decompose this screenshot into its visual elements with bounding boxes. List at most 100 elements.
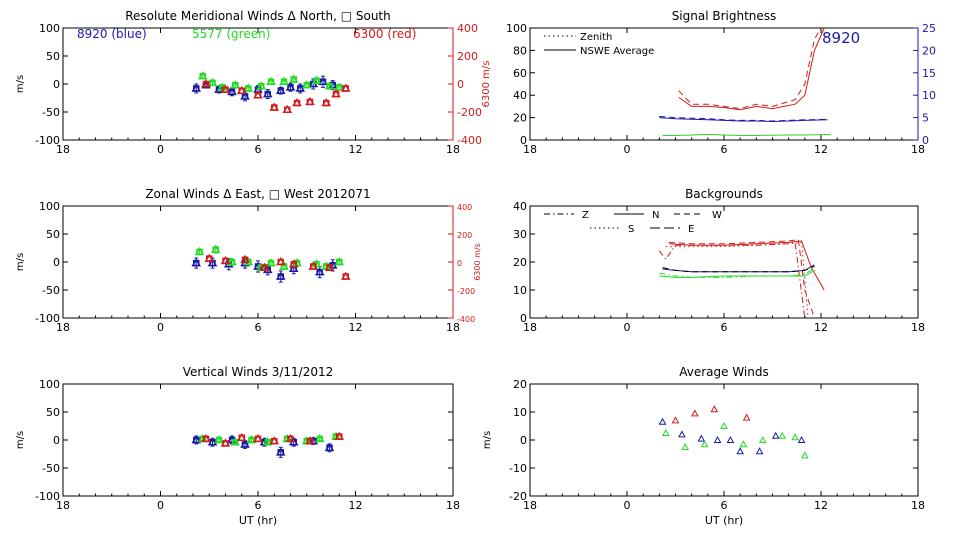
y-tick-label: 0 [520, 434, 527, 447]
zonal-title: Zonal Winds Δ East, □ West 2012071 [145, 187, 370, 201]
data-point-square [202, 80, 210, 88]
data-point [758, 435, 767, 443]
x-tick-label: 18 [523, 321, 537, 334]
zonal-panel: 18 0 6 12 18-100-50050100-400-20002004006300… [15, 187, 482, 334]
data-point-square [342, 85, 349, 92]
backgrounds-series-line [668, 239, 815, 319]
y-tick-label: 20 [513, 256, 527, 269]
x-tick-label: 0 [624, 321, 631, 334]
data-point-square [209, 79, 216, 87]
x-tick-label: 18 [56, 321, 70, 334]
x-tick-label: 18 [911, 321, 925, 334]
data-point-square [297, 85, 304, 92]
data-point-square [287, 84, 294, 91]
data-point-square [238, 434, 245, 442]
data-point-square [267, 259, 275, 267]
y-tick-label: -100 [35, 490, 60, 503]
data-point-square [290, 260, 297, 268]
backgrounds-frame [529, 205, 919, 319]
data-point-square [326, 82, 333, 90]
x-tick-label: 0 [157, 321, 164, 334]
average-frame [529, 383, 919, 497]
x-tick-label: 12 [349, 321, 363, 334]
y-tick-label: -100 [35, 134, 60, 147]
data-point [691, 409, 699, 417]
data-point-square [193, 436, 200, 444]
y-tick-label: 40 [513, 89, 527, 102]
backgrounds-series-line [662, 265, 815, 273]
data-point-square [303, 81, 310, 89]
y-tick-label: -50 [42, 462, 60, 475]
data-point-square [199, 72, 206, 80]
x-tick-label: 18 [446, 499, 460, 512]
data-point-square [254, 91, 262, 99]
backgrounds-series-line [668, 240, 825, 291]
data-point-square [287, 435, 294, 443]
y-tick-label: 20 [513, 112, 527, 125]
x-tick-label: 18 [523, 143, 537, 156]
data-point-square [222, 86, 229, 93]
y-tick-label: 20 [513, 378, 527, 391]
x-tick-label: 6 [721, 321, 728, 334]
x-tick-label: 0 [157, 499, 164, 512]
y-tick-label: 100 [39, 22, 60, 35]
y-tick-label: -10 [509, 462, 527, 475]
backgrounds-title: Backgrounds [685, 187, 763, 201]
backgrounds-series-line [659, 269, 815, 278]
data-point-square [238, 87, 245, 94]
data-point-square [326, 264, 333, 271]
y-tick-label: 50 [46, 406, 60, 419]
data-point-square [193, 259, 200, 267]
data-point-square [241, 441, 249, 448]
backgrounds-series-line [658, 241, 806, 319]
data-point [678, 430, 686, 438]
y-axis-label: m/s [15, 75, 26, 93]
y-tick-label: 10 [513, 406, 527, 419]
data-point-square [264, 90, 271, 98]
legend-entry: S [628, 224, 634, 235]
data-point-square [222, 440, 229, 447]
legend-entry: Zenith [580, 32, 612, 43]
x-tick-label: 18 [911, 499, 925, 512]
average-title: Average Winds [679, 365, 769, 379]
y-tick-label: -50 [42, 284, 60, 297]
data-point-square [277, 273, 284, 280]
x-tick-label: 0 [624, 499, 631, 512]
x-axis-label: UT (hr) [705, 514, 743, 527]
right-y-tick-label: -200 [457, 287, 475, 296]
data-point-square [284, 106, 291, 114]
data-point [710, 405, 719, 413]
y-tick-label: 30 [513, 228, 527, 241]
data-point-square [290, 76, 297, 83]
data-point-square [306, 98, 314, 106]
x-tick-label: 6 [255, 499, 262, 512]
signal-label: 8920 [822, 29, 860, 47]
data-point [778, 431, 787, 439]
legend-entry: 5577 (green) [192, 27, 270, 41]
data-point-square [316, 435, 323, 443]
data-point [791, 433, 799, 441]
y-tick-label: 60 [513, 67, 527, 80]
data-point-square [277, 449, 284, 456]
x-tick-label: 18 [446, 143, 460, 156]
data-point-square [336, 258, 343, 266]
data-point [800, 451, 809, 459]
right-y-tick-label: -400 [457, 134, 482, 147]
data-point [661, 428, 670, 436]
x-tick-label: 12 [349, 499, 363, 512]
right-y-tick-label: 400 [457, 22, 478, 35]
y-tick-label: 0 [53, 78, 60, 91]
y-axis-label: m/s [15, 431, 26, 449]
signal-series-line [678, 27, 825, 111]
y-tick-label: 0 [520, 312, 527, 325]
data-point-square [232, 81, 239, 89]
right-axis-label: 6300 m/s [473, 243, 482, 281]
legend-entry: E [688, 224, 694, 235]
right-y-tick-label: 0 [457, 78, 464, 91]
right-y-tick-label: 20 [922, 44, 936, 57]
